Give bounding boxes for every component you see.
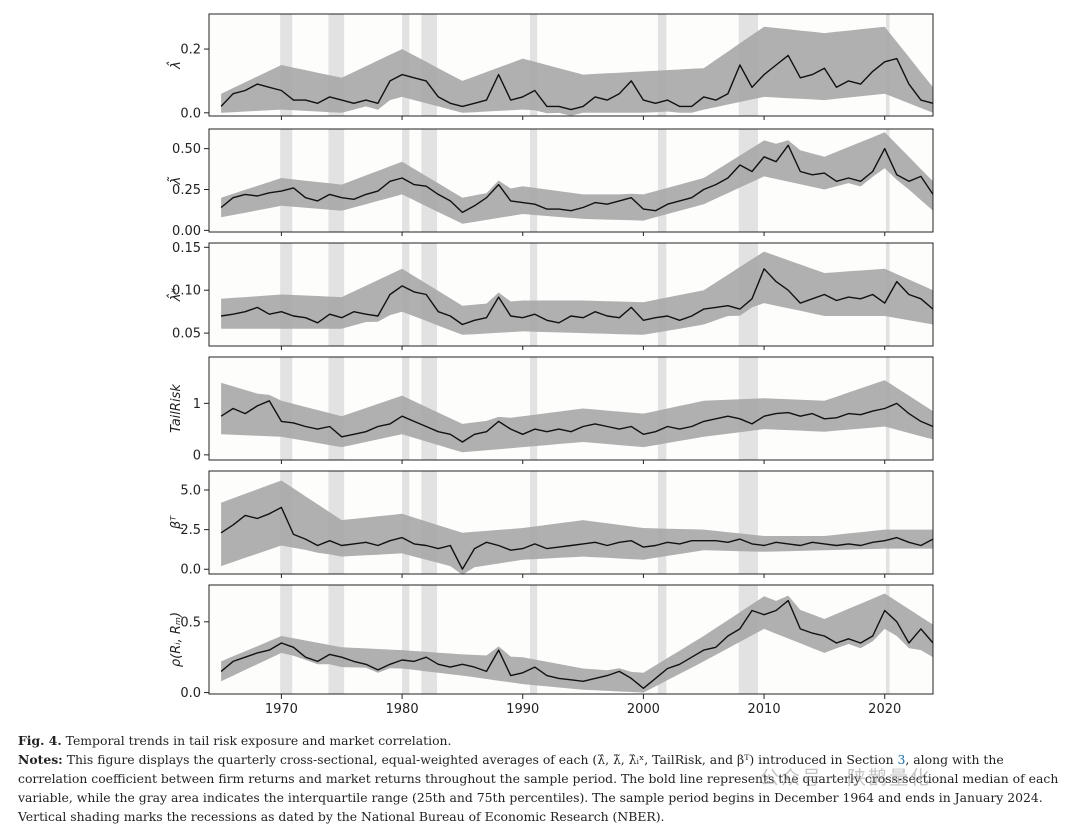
caption-notes-label: Notes: — [18, 752, 63, 767]
panel-frame — [208, 13, 934, 117]
recession-band — [421, 585, 438, 694]
iqr-band — [221, 480, 934, 575]
recession-band — [529, 471, 538, 574]
y-tick-label: 2.5 — [180, 523, 201, 538]
recession-band — [657, 129, 667, 232]
recession-band — [657, 357, 667, 460]
iqr-band — [221, 132, 934, 224]
recession-band — [657, 14, 667, 116]
iqr-band — [221, 26, 934, 116]
panel-rho: 0.0 0.5ρ(Rᵢ, Rₘ) 1970 1980 1990 2000 2010 2020 — [169, 584, 934, 715]
caption-notes-part2: , along with the correlation coefficient… — [18, 752, 1059, 824]
recession-band — [328, 585, 345, 694]
y-tick-label: 0.0 — [180, 686, 201, 701]
panel-frame — [208, 584, 934, 695]
panel-lambda_tilde: 0.00 0.25 0.50 λ̃ — [168, 128, 934, 239]
y-tick-label: 0.05 — [172, 327, 201, 342]
panel-frame — [208, 242, 934, 347]
y-tick-label: 0.5 — [180, 615, 201, 630]
recession-band — [280, 243, 293, 346]
median-line — [220, 599, 934, 689]
section-link[interactable]: 3 — [897, 752, 906, 767]
recession-band — [529, 357, 538, 460]
x-tick-label: 1970 — [265, 702, 298, 715]
y-axis-label: ρ(Rᵢ, Rₘ) — [169, 612, 184, 667]
caption-notes: Notes: This figure displays the quarterl… — [18, 750, 1060, 826]
iqr-band — [221, 380, 934, 453]
x-tick-label: 2020 — [868, 702, 901, 715]
recession-band — [657, 243, 667, 346]
recession-band — [328, 243, 345, 346]
panel-lambda_hat_x: 0.05 0.10 0.15 λ̂ˣ — [167, 241, 934, 350]
recession-band — [738, 471, 759, 574]
x-tick-label: 2000 — [627, 702, 660, 715]
y-axis-label: βᵀ — [169, 515, 184, 530]
recession-band — [328, 129, 345, 232]
y-tick-label: 0.00 — [172, 224, 201, 239]
x-tick-label: 2010 — [748, 702, 781, 715]
caption-title-text: Temporal trends in tail risk exposure an… — [61, 733, 452, 748]
recession-band — [402, 585, 410, 694]
y-tick-label: 0.10 — [172, 284, 201, 299]
caption-notes-part1: This figure displays the quarterly cross… — [62, 752, 898, 767]
y-tick-label: 0.50 — [172, 142, 201, 157]
caption-title-label: Fig. 4. — [18, 733, 62, 748]
watermark: 公众号 · 陕鹊量化 — [760, 767, 932, 789]
y-tick-label: 0.25 — [172, 183, 201, 198]
iqr-band — [221, 593, 934, 693]
x-tick-label: 1990 — [506, 702, 539, 715]
recession-band — [885, 129, 890, 232]
recession-band — [529, 585, 538, 694]
median-line — [220, 268, 934, 326]
figure-caption: Fig. 4. Temporal trends in tail risk exp… — [18, 731, 1060, 826]
y-axis-label: TailRisk — [169, 384, 184, 433]
panel-beta_t: 0.0 2.5 5.0 βᵀ — [169, 470, 934, 578]
y-tick-label: 1 — [193, 397, 201, 412]
recession-band — [657, 471, 667, 574]
y-axis-label: λ̂ˣ — [167, 288, 184, 303]
y-axis-label: λ̂ — [167, 61, 184, 70]
caption-title: Fig. 4. Temporal trends in tail risk exp… — [18, 731, 1060, 750]
panel-frame — [208, 356, 934, 461]
y-tick-label: 0.15 — [172, 241, 201, 256]
recession-band — [885, 585, 890, 694]
panel-frame — [208, 128, 934, 233]
y-tick-label: 0 — [193, 448, 201, 463]
median-line — [220, 506, 934, 570]
y-tick-label: 0.0 — [180, 563, 201, 578]
iqr-band — [221, 251, 934, 335]
figure-canvas: 0.0 0.2 λ̂ 0.00 0.25 0.50 λ̃ 0.05 0.10 0.15 λ̂ˣ 0 1T… — [167, 13, 934, 715]
x-tick-label: 1980 — [386, 702, 419, 715]
recession-band — [529, 243, 538, 346]
median-line — [220, 54, 934, 111]
y-tick-label: 0.0 — [180, 106, 201, 121]
median-line — [220, 400, 934, 443]
recession-band — [529, 129, 538, 232]
panel-lambda_hat: 0.0 0.2 λ̂ — [167, 13, 934, 121]
recession-band — [657, 585, 667, 694]
y-tick-label: 5.0 — [180, 484, 201, 499]
median-line — [220, 144, 934, 214]
y-tick-label: 0.2 — [180, 43, 201, 58]
recession-band — [885, 471, 890, 574]
panel-tail_risk: 0 1 TailRisk — [169, 356, 934, 464]
y-axis-label: λ̃ — [168, 176, 184, 185]
panel-frame — [208, 470, 934, 575]
